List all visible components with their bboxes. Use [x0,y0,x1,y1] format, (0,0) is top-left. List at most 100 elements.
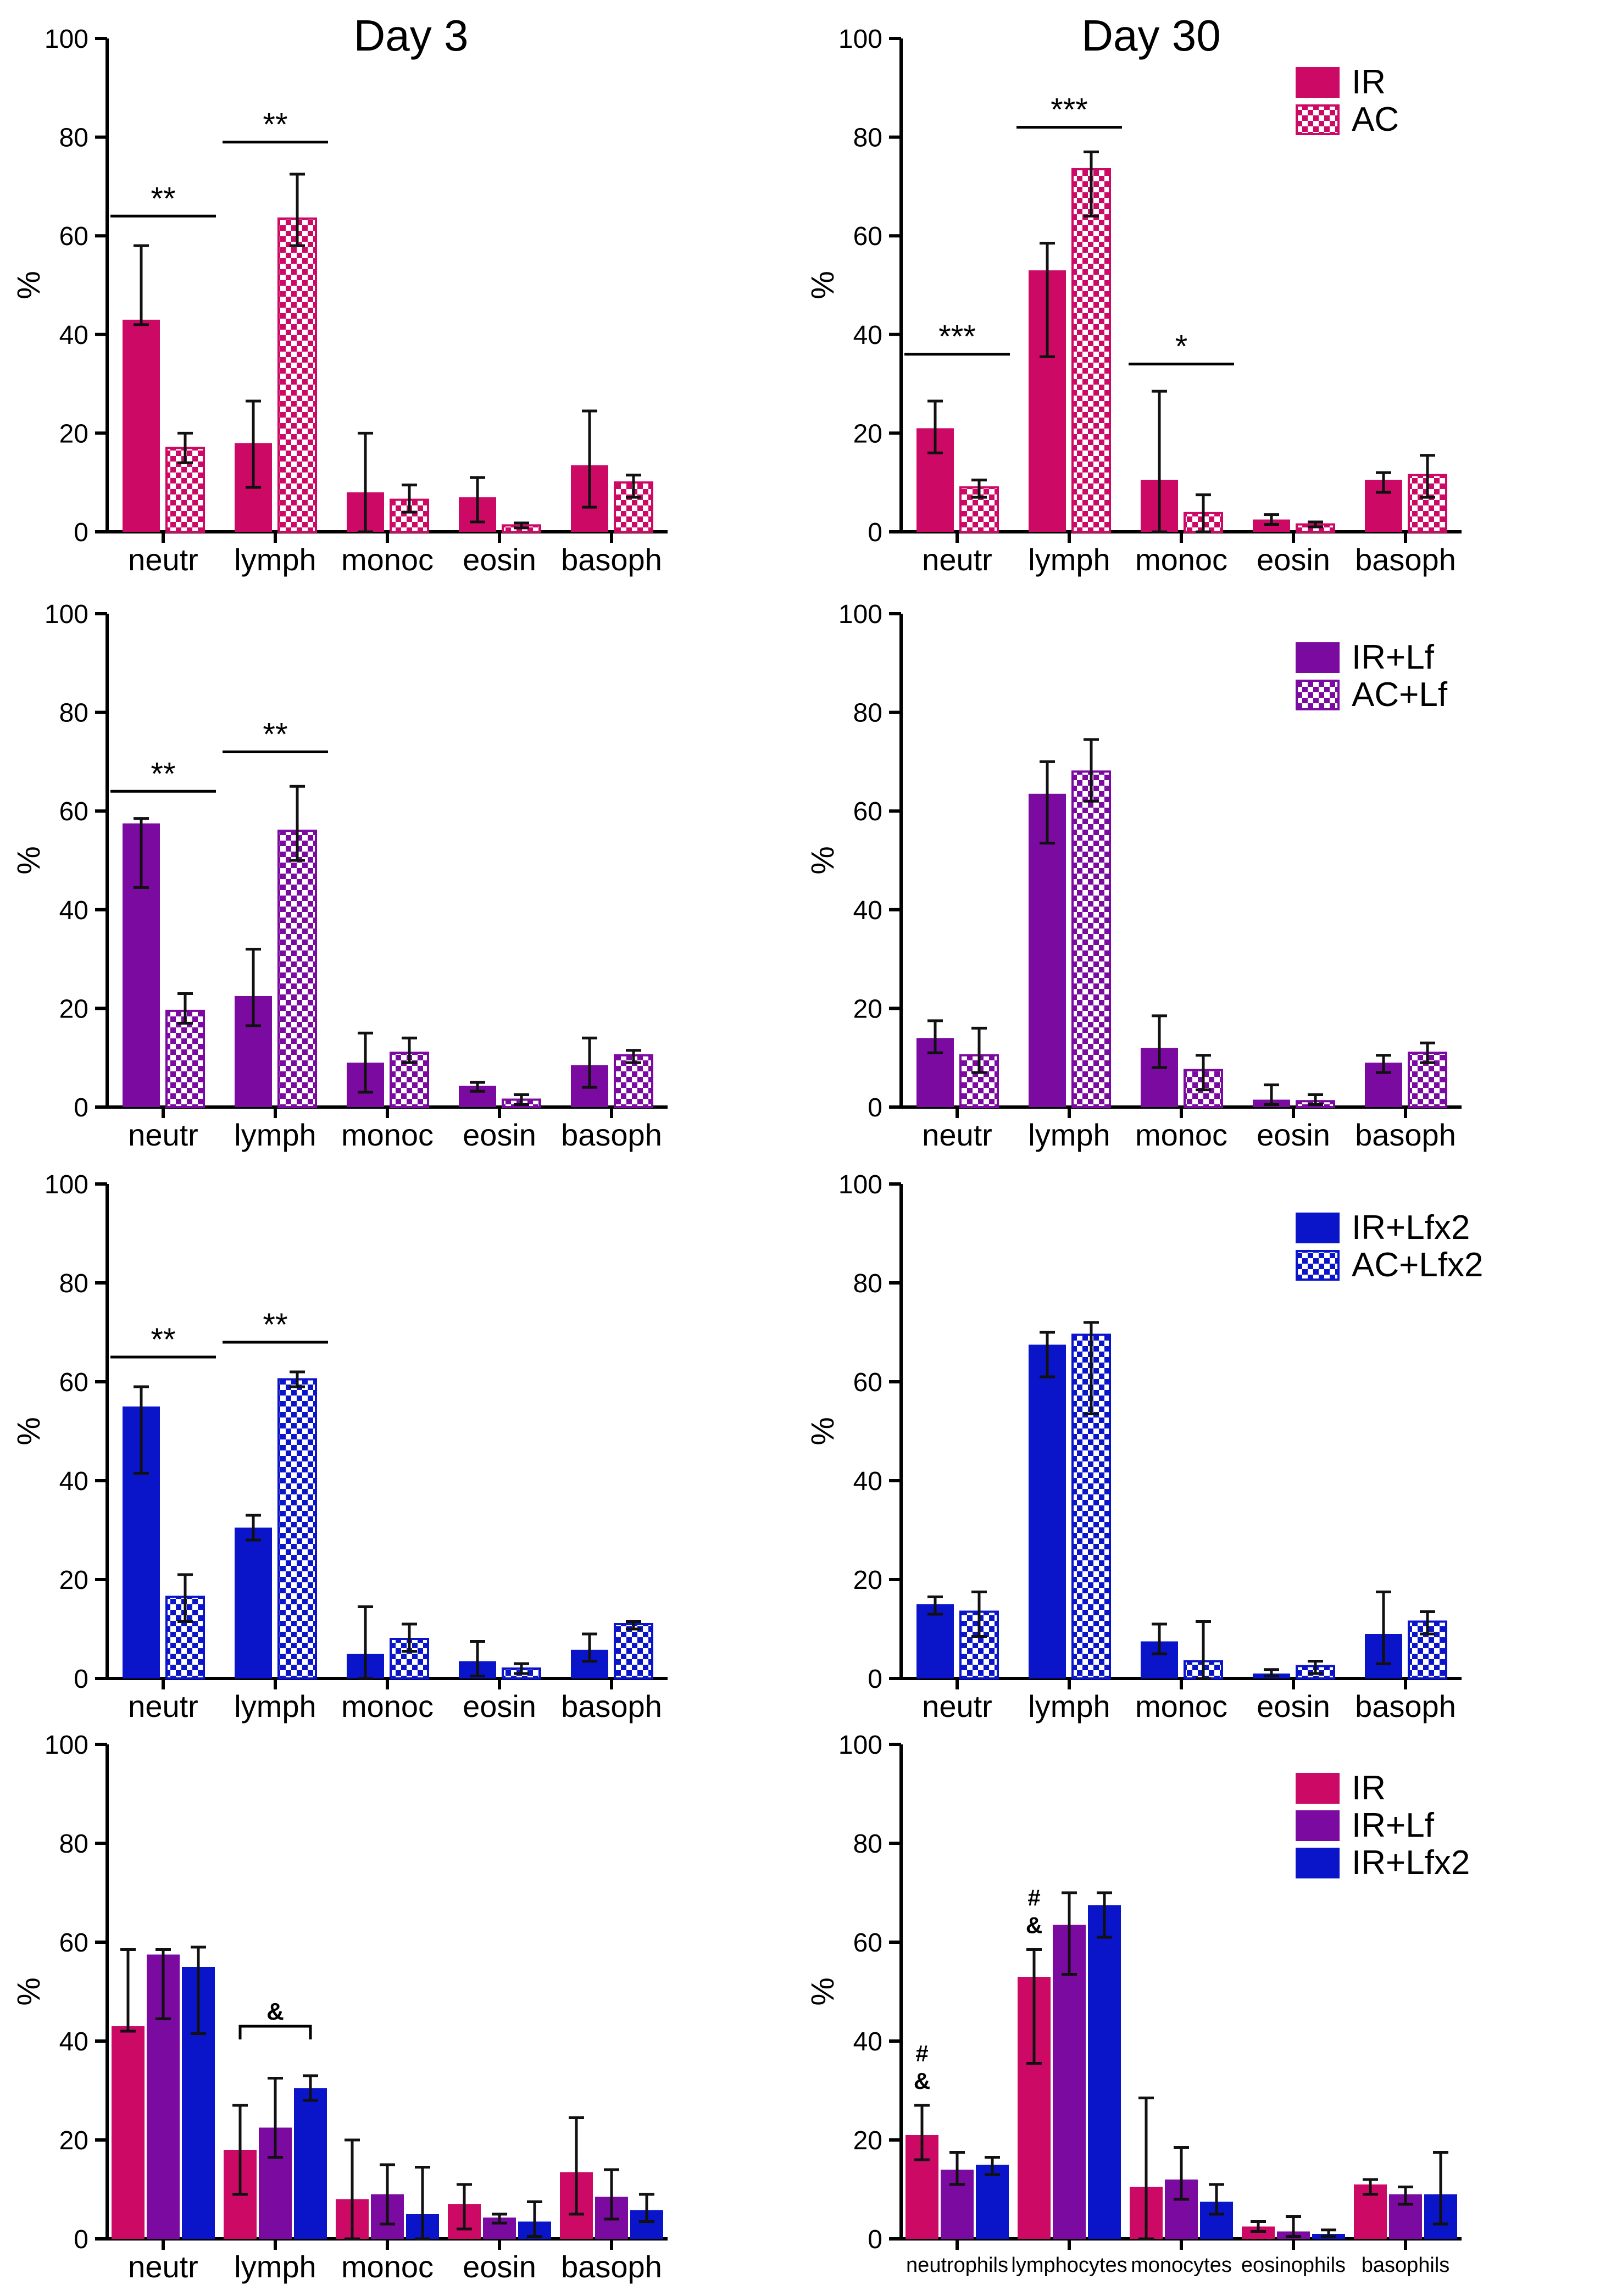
y-tick-label: 40 [59,2027,88,2056]
x-tick-label: monoc [1135,1118,1227,1152]
y-tick-label: 20 [59,1566,88,1595]
y-tick-label: 80 [59,699,88,728]
legend-swatch [1296,67,1340,98]
x-tick-label: basoph [561,1118,662,1152]
x-tick-label: basoph [561,2249,662,2284]
x-tick-label: lymph [234,542,316,577]
significance-label: ** [151,756,175,792]
y-tick-label: 100 [45,1170,88,1199]
y-tick-label: 0 [868,2225,882,2254]
legend-label: IR [1352,63,1386,101]
legend-swatch [1296,104,1340,135]
y-tick-label: 60 [853,797,882,826]
y-tick-label: 80 [853,699,882,728]
bar-IR+Lfx2-lymph [235,1527,272,1678]
x-tick-label: eosin [463,2249,536,2284]
legend-label: IR+Lfx2 [1352,1844,1470,1882]
x-tick-label: lymphocytes [1011,2254,1127,2277]
bar-AC+Lf-lymph [277,830,317,1108]
y-tick-label: 60 [59,797,88,826]
chart-d30-lf: 0 20 40 60 80 100% neutr lymph monoc eosin basoph I… [805,600,1462,1152]
y-tick-label: 60 [59,1928,88,1958]
y-tick-label: 60 [59,222,88,251]
significance-label: ** [151,181,175,216]
y-tick-label: 20 [853,2126,882,2155]
chart-d3-ir-ac: 0 20 40 60 80 100% neutr lymph monoc eosin basoph *… [11,25,668,577]
x-tick-label: monoc [341,2249,434,2284]
y-tick-label: 40 [853,2027,882,2056]
y-tick-label: 20 [59,2126,88,2155]
bar-AC-lymph [1071,168,1111,533]
y-tick-label: 0 [74,1093,88,1122]
y-tick-label: 0 [74,2225,88,2254]
legend-swatch [1296,1250,1340,1281]
x-tick-label: monoc [341,1689,434,1724]
y-axis-label: % [805,1977,841,2006]
significance-label: * [1175,329,1188,365]
legend-label: IR+Lf [1352,638,1435,676]
y-axis-label: % [805,846,841,875]
y-tick-label: 60 [853,222,882,251]
chart-d30-lfx2: 0 20 40 60 80 100% neutr lymph monoc eosin basoph I… [805,1170,1484,1724]
bar-AC-lymph [277,217,317,533]
y-tick-label: 40 [853,1467,882,1496]
legend-swatch [1296,642,1340,673]
y-tick-label: 80 [853,1830,882,1859]
x-tick-label: basoph [1355,1118,1456,1152]
y-tick-label: 100 [45,600,88,629]
bar-AC+Lf-lymph [1071,770,1111,1108]
y-tick-label: 80 [59,124,88,153]
y-tick-label: 100 [45,1731,88,1760]
legend-label: IR+Lfx2 [1352,1209,1470,1247]
chart-d30-compare: 0 20 40 60 80 100% neutrophils lymphocytes monoc… [805,1731,1470,2277]
bar-IR+Lfx2-neutr [916,1604,954,1678]
x-tick-label: eosin [1257,1689,1330,1724]
legend-swatch [1296,1213,1340,1243]
column-title-day30: Day 30 [1081,11,1220,60]
x-tick-label: lymph [234,1118,316,1152]
x-tick-label: monoc [341,1118,434,1152]
x-tick-label: neutr [922,1689,992,1724]
y-tick-label: 100 [838,600,882,629]
bar-IR+Lfx2-lymph [1029,1344,1066,1678]
y-tick-label: 80 [59,1830,88,1859]
significance-label: ** [263,107,287,143]
bar-IR+Lf-lymph [1029,793,1066,1107]
marker-label: # [1027,1885,1040,1911]
y-tick-label: 40 [59,321,88,350]
y-axis-label: % [11,1977,47,2006]
bar-AC+Lfx2-basoph [614,1623,653,1680]
y-tick-label: 0 [868,518,882,547]
y-tick-label: 20 [59,994,88,1024]
y-tick-label: 20 [59,419,88,448]
y-tick-label: 100 [838,1731,882,1760]
significance-label: & [266,1998,284,2025]
chart-d3-compare: 0 20 40 60 80 100% neutr lymph monoc eosin basoph & [11,1731,668,2284]
x-tick-label: lymph [1028,1689,1110,1724]
legend-swatch [1296,680,1340,710]
x-tick-label: eosin [463,1689,536,1724]
y-tick-label: 100 [838,25,882,54]
y-axis-label: % [11,846,47,875]
bar-IR-neutr [123,319,160,532]
x-tick-label: monoc [1135,542,1227,577]
bar-IR-neutr [112,2026,145,2239]
x-tick-label: eosin [463,1118,536,1152]
y-tick-label: 40 [59,896,88,925]
y-tick-label: 20 [853,994,882,1024]
chart-d30-ir-ac: 0 20 40 60 80 100% neutr lymph monoc eosin basoph *… [805,25,1462,577]
y-tick-label: 0 [868,1093,882,1122]
x-tick-label: neutr [128,542,198,577]
x-tick-label: lymph [1028,542,1110,577]
y-axis-label: % [11,1417,47,1446]
x-tick-label: neutr [922,542,992,577]
legend-label: AC [1352,101,1399,138]
x-tick-label: eosin [1257,542,1330,577]
x-tick-label: basoph [561,1689,662,1724]
x-tick-label: monoc [1135,1689,1227,1724]
bar-IR+Lf-lymphocytes [1053,1925,1086,2239]
bar-IR+Lfx2-neutrophils [976,2165,1009,2239]
x-tick-label: basoph [1355,542,1456,577]
x-tick-label: neutrophils [906,2254,1008,2277]
